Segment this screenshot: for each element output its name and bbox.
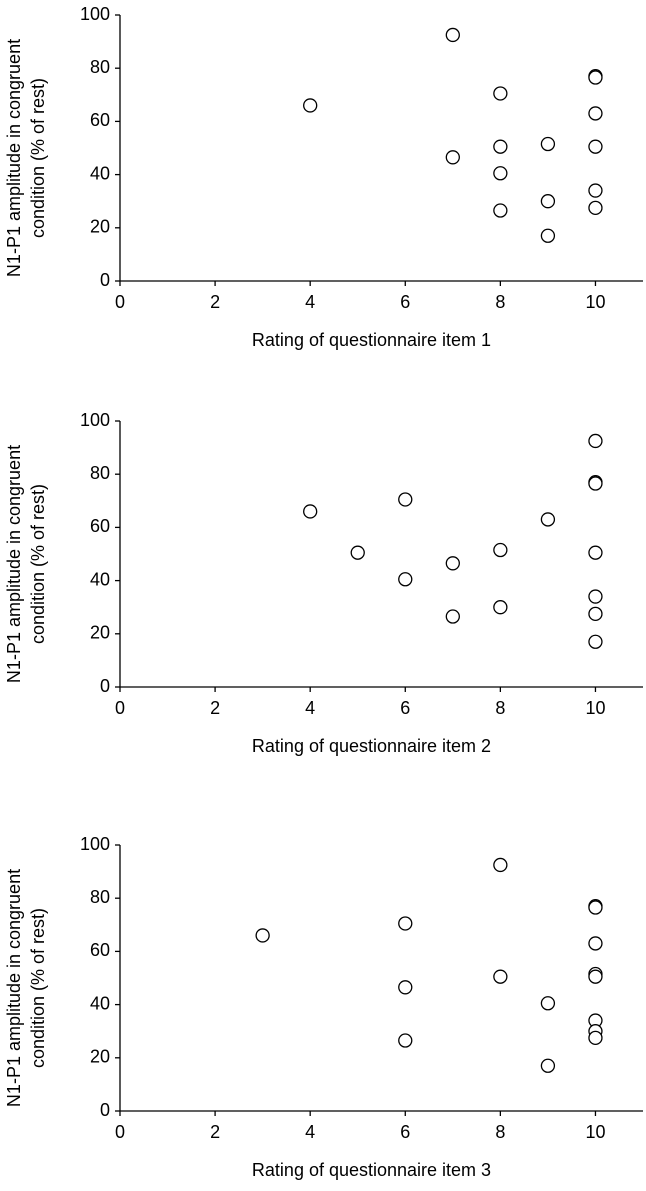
data-point — [588, 589, 603, 604]
x-tick-label: 0 — [115, 698, 125, 718]
y-tick-label: 0 — [100, 270, 110, 290]
x-tick-label: 6 — [400, 698, 410, 718]
data-point — [398, 980, 413, 995]
x-tick-label: 2 — [210, 292, 220, 312]
x-tick-label: 8 — [495, 698, 505, 718]
y-axis-label: condition (% of rest) — [28, 484, 48, 644]
y-tick-label: 0 — [100, 1100, 110, 1120]
y-tick-label: 0 — [100, 676, 110, 696]
y-axis-label: condition (% of rest) — [28, 78, 48, 238]
x-tick-label: 6 — [400, 292, 410, 312]
x-axis-label: Rating of questionnaire item 2 — [252, 736, 491, 756]
data-point — [588, 139, 603, 154]
y-tick-label: 100 — [80, 4, 110, 24]
data-point — [398, 1033, 413, 1048]
x-tick-label: 4 — [305, 292, 315, 312]
y-tick-label: 60 — [90, 110, 110, 130]
data-point — [493, 969, 508, 984]
data-point — [588, 969, 603, 984]
y-tick-label: 40 — [90, 163, 110, 183]
x-tick-label: 6 — [400, 1122, 410, 1142]
data-point — [350, 545, 365, 560]
data-point — [445, 150, 460, 165]
data-point — [493, 166, 508, 181]
data-point — [398, 572, 413, 587]
data-point — [493, 139, 508, 154]
data-point — [588, 183, 603, 198]
data-point — [255, 928, 270, 943]
data-point — [493, 542, 508, 558]
data-point — [493, 857, 508, 873]
x-tick-label: 0 — [115, 292, 125, 312]
data-point — [540, 194, 556, 209]
y-tick-label: 80 — [90, 57, 110, 77]
data-point — [540, 996, 556, 1011]
y-tick-label: 40 — [90, 993, 110, 1013]
y-axis-label: condition (% of rest) — [28, 908, 48, 1068]
data-point — [493, 86, 508, 101]
data-point — [493, 600, 508, 615]
data-point — [588, 70, 603, 85]
data-point — [588, 634, 603, 649]
y-axis-label: N1-P1 amplitude in congruent — [4, 869, 24, 1107]
x-tick-label: 4 — [305, 698, 315, 718]
x-tick-label: 0 — [115, 1122, 125, 1142]
x-axis-label: Rating of questionnaire item 3 — [252, 1160, 491, 1180]
y-tick-label: 60 — [90, 940, 110, 960]
x-tick-label: 10 — [585, 1122, 605, 1142]
data-point — [445, 27, 460, 43]
data-point — [588, 200, 603, 216]
data-point — [540, 228, 556, 243]
x-tick-label: 8 — [495, 1122, 505, 1142]
data-point — [398, 492, 413, 507]
y-tick-label: 100 — [80, 410, 110, 430]
data-point — [540, 1058, 556, 1073]
y-tick-label: 100 — [80, 834, 110, 854]
data-point — [303, 98, 318, 113]
data-point — [445, 609, 460, 624]
y-tick-label: 60 — [90, 516, 110, 536]
data-point — [303, 504, 318, 519]
data-point — [398, 916, 413, 931]
y-tick-label: 20 — [90, 623, 110, 643]
data-point — [445, 556, 460, 571]
y-tick-label: 80 — [90, 463, 110, 483]
data-point — [588, 936, 603, 951]
x-tick-label: 10 — [585, 292, 605, 312]
x-tick-label: 2 — [210, 1122, 220, 1142]
data-point — [588, 476, 603, 491]
y-axis-label: N1-P1 amplitude in congruent — [4, 445, 24, 683]
data-point — [540, 136, 556, 152]
y-tick-label: 20 — [90, 217, 110, 237]
y-tick-label: 80 — [90, 887, 110, 907]
x-tick-label: 10 — [585, 698, 605, 718]
data-point — [588, 900, 603, 915]
y-axis-label: N1-P1 amplitude in congruent — [4, 39, 24, 277]
data-point — [588, 106, 603, 121]
x-axis-label: Rating of questionnaire item 1 — [252, 330, 491, 350]
x-tick-label: 2 — [210, 698, 220, 718]
data-point — [588, 1030, 603, 1045]
data-point — [540, 512, 556, 527]
x-tick-label: 8 — [495, 292, 505, 312]
data-point — [493, 203, 508, 218]
data-point — [588, 433, 603, 449]
y-tick-label: 20 — [90, 1047, 110, 1067]
data-point — [588, 606, 603, 621]
data-point — [588, 545, 603, 560]
x-tick-label: 4 — [305, 1122, 315, 1142]
y-tick-label: 40 — [90, 569, 110, 589]
